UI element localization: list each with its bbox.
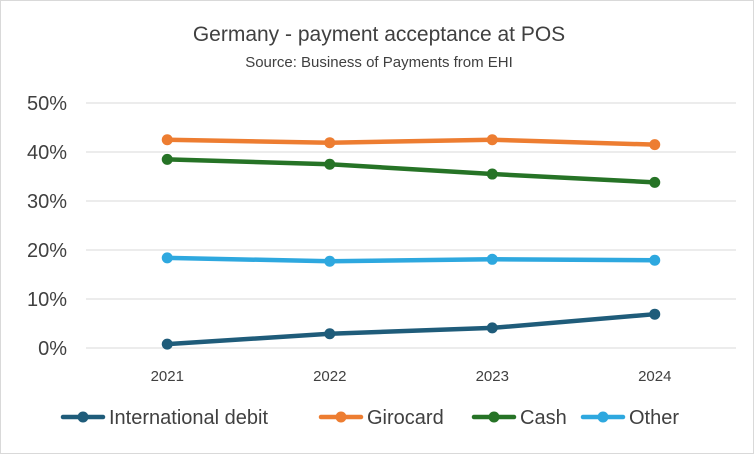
legend: International debit Girocard Cash Other [60,407,679,429]
legend-item-cash: Cash [471,407,567,429]
data-point-girocard [486,134,498,146]
data-point-international-debit [324,328,336,340]
series-other [161,252,661,267]
legend-label: Girocard [367,407,444,429]
data-point-international-debit [649,308,661,320]
x-tick-label: 2022 [313,368,346,385]
data-point-cash [486,168,498,180]
data-point-other [649,254,661,266]
y-tick-label: 10% [27,289,67,311]
legend-marker [488,411,500,423]
legend-item-girocard: Girocard [318,407,444,429]
chart-title: Germany - payment acceptance at POS [193,23,565,46]
x-axis-ticks: 2021 2022 2023 2024 [151,368,672,385]
data-point-cash [324,158,336,170]
y-tick-label: 30% [27,191,67,213]
legend-label: Other [629,407,679,429]
series-international-debit [161,308,661,350]
legend-label: Cash [520,407,567,429]
y-axis-ticks: 0% 10% 20% 30% 40% 50% [27,93,67,360]
data-point-girocard [324,137,336,149]
data-point-other [324,255,336,267]
series-line-other [165,255,657,264]
x-tick-label: 2023 [476,368,509,385]
data-point-international-debit [486,322,498,334]
gridlines [86,102,736,349]
data-point-other [161,252,173,264]
x-tick-label: 2021 [151,368,184,385]
data-point-cash [649,176,661,188]
y-tick-label: 40% [27,142,67,164]
y-tick-label: 0% [38,338,67,360]
legend-item-other: Other [580,407,679,429]
legend-item-international-debit: International debit [60,407,268,429]
series-cash [161,153,661,188]
data-point-cash [161,153,173,165]
data-point-other [486,253,498,265]
legend-marker [597,411,609,423]
series-line-cash [165,157,657,185]
x-tick-label: 2024 [638,368,671,385]
legend-marker [77,411,89,423]
y-tick-label: 50% [27,93,67,115]
chart-subtitle: Source: Business of Payments from EHI [245,54,513,71]
data-point-girocard [161,134,173,146]
series-girocard [161,134,661,151]
data-point-international-debit [161,338,173,350]
series-line-girocard [165,137,657,147]
y-tick-label: 20% [27,240,67,262]
legend-label: International debit [109,407,268,429]
data-point-girocard [649,139,661,151]
series-line-international-debit [165,311,657,347]
series-lines [161,134,661,350]
legend-marker [335,411,347,423]
